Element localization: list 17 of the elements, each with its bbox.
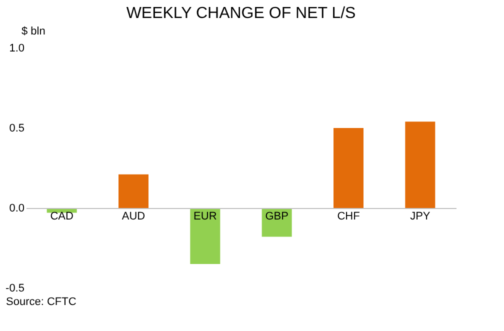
x-tick-label: AUD [122, 210, 146, 222]
chart-title: WEEKLY CHANGE OF NET L/S [126, 5, 356, 22]
x-tick-label: EUR [194, 210, 217, 222]
y-tick-label: -0.5 [6, 282, 24, 294]
y-tick-label: 1.0 [9, 42, 24, 54]
x-tick-label: CAD [50, 210, 74, 222]
bar [405, 122, 436, 208]
x-tick-label: JPY [410, 210, 431, 222]
bar [334, 128, 364, 208]
y-tick-label: 0.0 [9, 202, 24, 214]
source-note: Source: CFTC [6, 296, 76, 308]
bar [190, 208, 220, 264]
x-tick-label: CHF [337, 210, 360, 222]
y-axis-title: $ bln [22, 26, 46, 38]
y-tick-label: 0.5 [9, 122, 24, 134]
x-tick-label: GBP [265, 210, 288, 222]
bar [118, 174, 148, 208]
